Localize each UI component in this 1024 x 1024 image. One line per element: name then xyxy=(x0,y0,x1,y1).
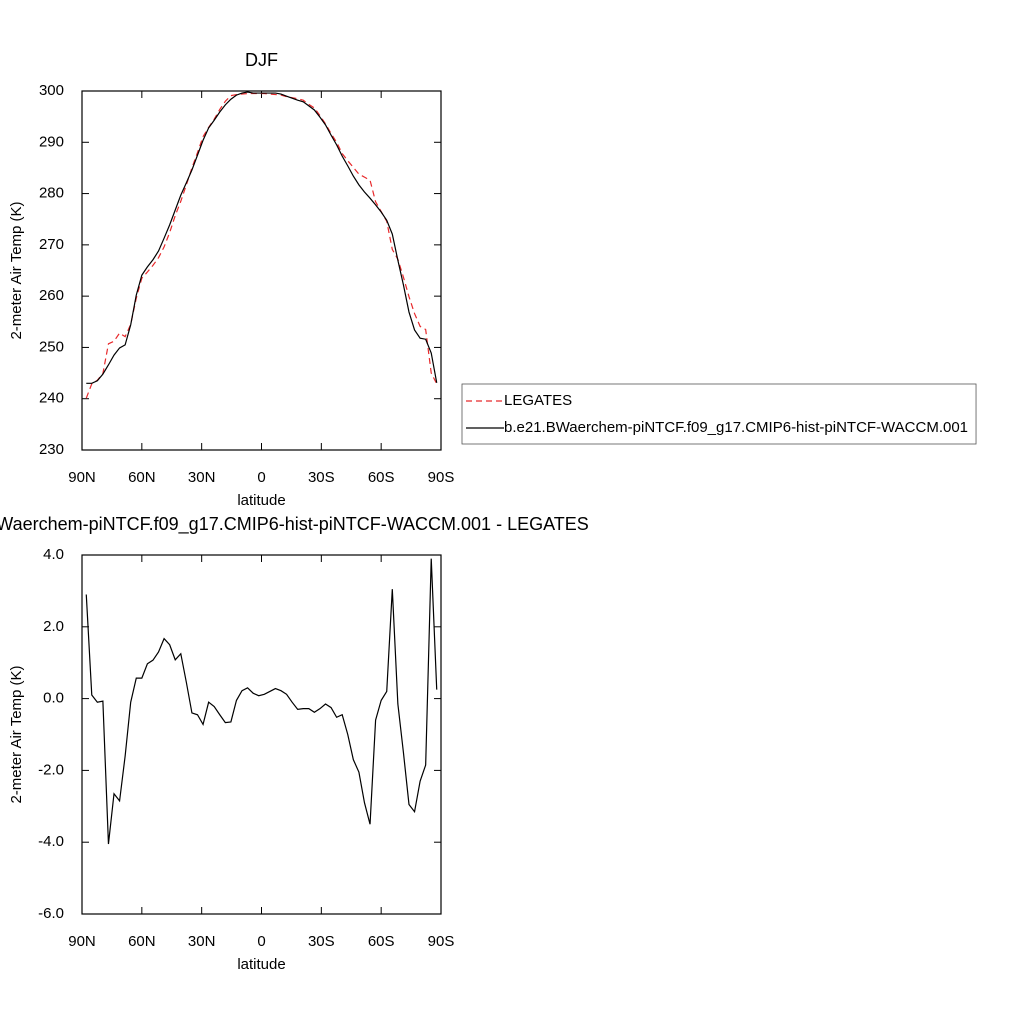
legend-frame xyxy=(461,383,977,445)
x-tick-label: 30N xyxy=(188,469,216,486)
chart-title: b.e21.BWaerchem-piNTCF.f09_g17.CMIP6-his… xyxy=(0,514,589,535)
chart-title: DJF xyxy=(245,50,278,70)
y-tick-label: -2.0 xyxy=(38,761,64,778)
y-tick-label: 250 xyxy=(39,338,64,355)
y-tick-label: -4.0 xyxy=(38,833,64,850)
x-tick-label: 90N xyxy=(68,469,96,486)
y-tick-label: 270 xyxy=(39,236,64,253)
x-tick-label: 60S xyxy=(368,933,395,950)
x-tick-label: 30S xyxy=(308,469,335,486)
y-tick-label: 280 xyxy=(39,185,64,202)
legend-label: LEGATES xyxy=(504,392,572,409)
x-tick-label: 60S xyxy=(368,469,395,486)
x-tick-label: 0 xyxy=(257,469,265,486)
y-tick-label: 260 xyxy=(39,287,64,304)
data-line xyxy=(85,558,438,845)
x-axis-label: latitude xyxy=(237,956,285,973)
legend: LEGATES b.e21.BWaerchem-piNTCF.f09_g17.CM… xyxy=(461,383,977,445)
data-line xyxy=(86,91,438,384)
y-axis-label: 2-meter Air Temp (K) xyxy=(8,201,25,339)
y-tick-label: -6.0 xyxy=(38,905,64,922)
y-tick-label: 0.0 xyxy=(43,690,64,707)
y-tick-label: 4.0 xyxy=(43,546,64,563)
x-tick-label: 90S xyxy=(428,933,455,950)
y-tick-label: 300 xyxy=(39,82,64,99)
x-tick-label: 60N xyxy=(128,469,156,486)
legend-label: b.e21.BWaerchem-piNTCF.f09_g17.CMIP6-his… xyxy=(504,419,968,436)
plot-frame xyxy=(81,90,442,451)
y-tick-label: 290 xyxy=(39,133,64,150)
x-axis-label: latitude xyxy=(237,492,285,509)
y-tick-label: 2.0 xyxy=(43,618,64,635)
x-tick-label: 30S xyxy=(308,933,335,950)
y-tick-label: 240 xyxy=(39,390,64,407)
data-line xyxy=(85,92,438,399)
x-tick-label: 0 xyxy=(257,933,265,950)
y-axis-label: 2-meter Air Temp (K) xyxy=(8,665,25,803)
x-tick-label: 90N xyxy=(68,933,96,950)
y-tick-label: 230 xyxy=(39,441,64,458)
x-tick-label: 30N xyxy=(188,933,216,950)
x-tick-label: 60N xyxy=(128,933,156,950)
plot-frame xyxy=(81,554,442,915)
x-tick-label: 90S xyxy=(428,469,455,486)
